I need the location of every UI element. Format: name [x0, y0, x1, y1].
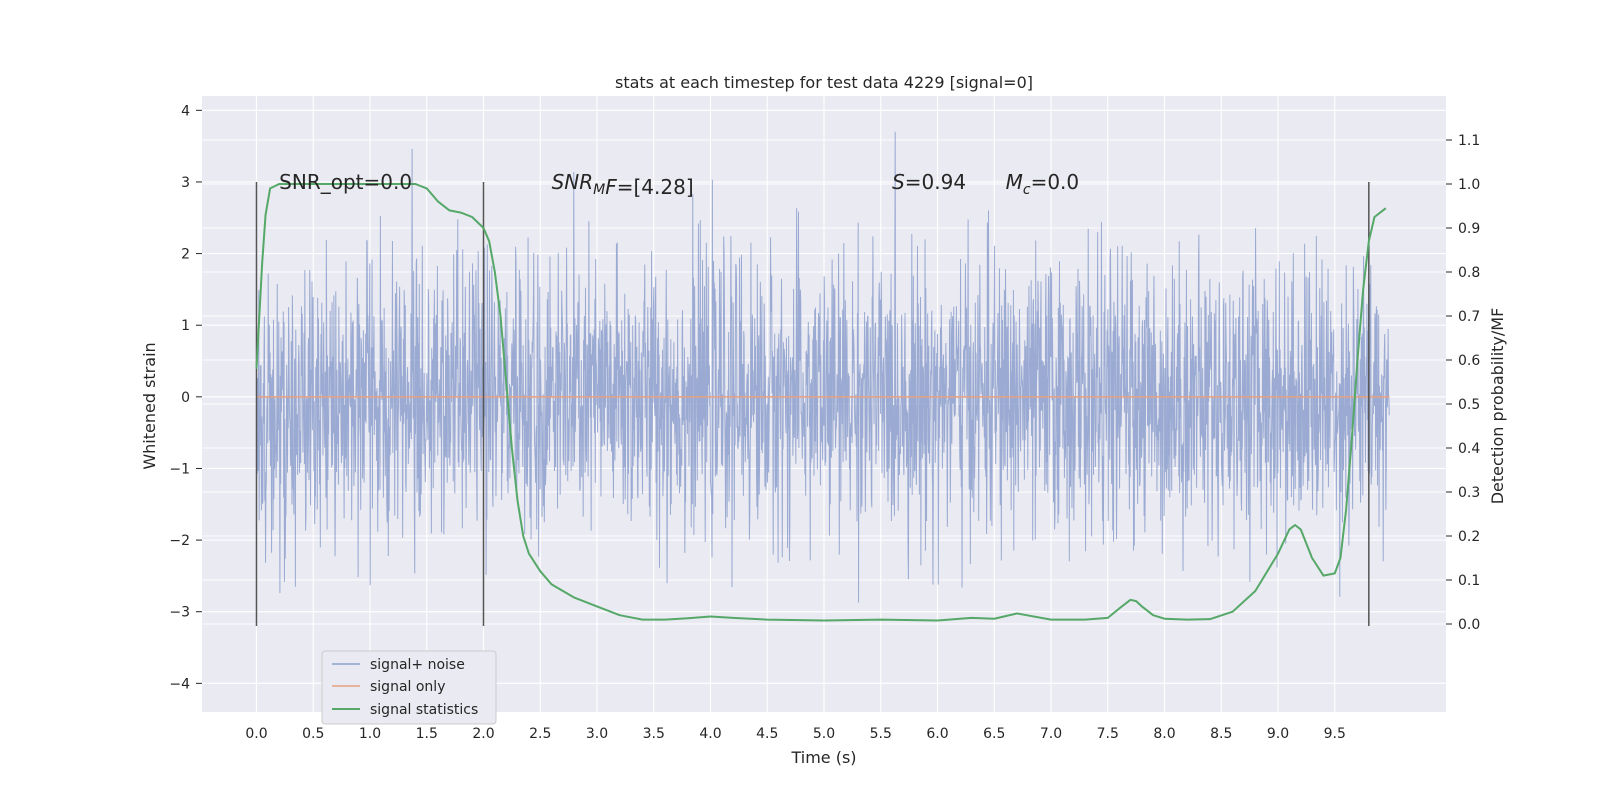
y-left-tick-label: 3 [181, 175, 190, 191]
x-tick-label: 6.5 [983, 726, 1005, 742]
y-right-tick-label: 1.1 [1458, 133, 1480, 149]
annotation-3: Mc=0.0 [1006, 170, 1080, 198]
y-left-tick-label: −4 [169, 676, 190, 692]
legend: signal+ noise signal only signal statist… [321, 650, 497, 725]
x-tick-label: 7.5 [1097, 726, 1119, 742]
x-tick-label: 6.0 [926, 726, 948, 742]
legend-label-noise: signal+ noise [370, 657, 465, 673]
annotation-symbol: SNR [552, 170, 594, 194]
legend-label-stats: signal statistics [370, 702, 478, 718]
y-left-tick-label: 0 [181, 390, 190, 406]
y-left-tick-label: 1 [181, 318, 190, 334]
y-left-tick-label: 4 [181, 103, 190, 119]
annotation-value: =0.94 [905, 170, 966, 194]
y-right-tick-label: 0.4 [1458, 441, 1480, 457]
legend-label-signal: signal only [370, 679, 445, 695]
annotation-subscript: M [593, 182, 605, 198]
y-left-tick-label: −1 [169, 461, 190, 477]
x-tick-label: 3.5 [643, 726, 665, 742]
x-tick-label: 7.0 [1040, 726, 1062, 742]
y-right-tick-label: 0.9 [1458, 221, 1480, 237]
x-axis-label: Time (s) [790, 748, 856, 767]
annotation-symbol-tail: F [605, 175, 617, 199]
x-tick-label: 8.5 [1210, 726, 1232, 742]
y-left-tick-label: 2 [181, 247, 190, 263]
annotation-symbol: M [1006, 170, 1023, 194]
y-left-tick-label: −2 [169, 533, 190, 549]
annotation-2: S=0.94 [892, 170, 966, 194]
legend-box [321, 650, 497, 725]
x-tick-label: 1.5 [416, 726, 438, 742]
y-right-tick-label: 0.2 [1458, 529, 1480, 545]
marker-layer [255, 181, 1370, 627]
stat-layer [255, 183, 1387, 622]
x-tick-label: 0.0 [245, 726, 267, 742]
y-right-tick-label: 0.3 [1458, 485, 1480, 501]
annotation-0: SNR_opt=0.0 [279, 170, 412, 194]
y-left-tick-layer: 4 3 2 1 0 −1 −2 −3 −4 [169, 103, 202, 692]
series-line-signal-statistics [255, 183, 1387, 622]
annotation-symbol: S [892, 170, 905, 194]
x-tick-label: 9.0 [1267, 726, 1289, 742]
noise-layer [255, 131, 1390, 603]
y-right-tick-layer: 1.1 1.0 0.9 0.8 0.7 0.6 0.5 0.4 0.3 0.2 0.1 0.0 [1446, 133, 1480, 633]
chart-title: stats at each timestep for test data 422… [615, 73, 1033, 92]
y-right-tick-label: 1.0 [1458, 177, 1480, 193]
x-tick-label: 4.5 [756, 726, 778, 742]
y-right-tick-label: 0.8 [1458, 265, 1480, 281]
y-axis-label-left: Whitened strain [140, 342, 159, 469]
series-line-signal-noise [255, 131, 1390, 603]
x-tick-label: 5.5 [870, 726, 892, 742]
x-tick-label: 9.5 [1324, 726, 1346, 742]
y-right-tick-label: 0.6 [1458, 353, 1480, 369]
x-tick-label: 3.0 [586, 726, 608, 742]
annotation-1: SNRMF=[4.28] [552, 170, 694, 199]
x-tick-label: 8.0 [1153, 726, 1175, 742]
y-right-tick-label: 0.7 [1458, 309, 1480, 325]
y-right-tick-label: 0.5 [1458, 397, 1480, 413]
y-right-tick-label: 0.1 [1458, 573, 1480, 589]
annotation-value: =[4.28] [617, 175, 694, 199]
x-tick-label: 0.5 [302, 726, 324, 742]
annotation-subscript: c [1023, 182, 1031, 198]
x-tick-label: 5.0 [813, 726, 835, 742]
annotation-value: =0.0 [1031, 170, 1080, 194]
x-tick-label: 4.0 [699, 726, 721, 742]
annotation-layer: SNR_opt=0.0 SNRMF=[4.28] S=0.94 Mc=0.0 [279, 170, 1079, 199]
y-right-tick-label: 0.0 [1458, 617, 1480, 633]
x-tick-label: 2.5 [529, 726, 551, 742]
x-tick-label: 2.0 [472, 726, 494, 742]
x-tick-layer: 0.0 0.5 1.0 1.5 2.0 2.5 3.0 3.5 4.0 4.5 5.0 5.5 6.0 6… [245, 726, 1346, 742]
x-tick-label: 1.0 [359, 726, 381, 742]
y-axis-label-right: Detection probability/MF [1488, 308, 1507, 505]
y-left-tick-label: −3 [169, 605, 190, 621]
